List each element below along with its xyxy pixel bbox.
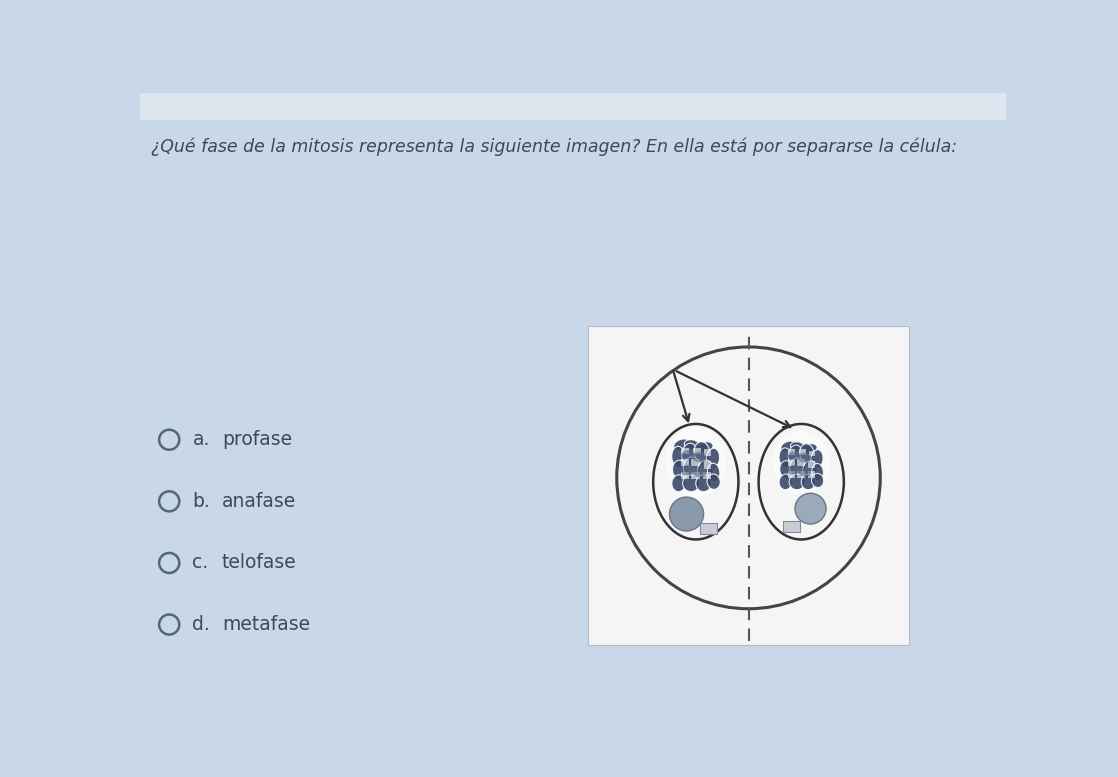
Ellipse shape [683, 475, 700, 492]
Text: metafase: metafase [221, 615, 310, 634]
Ellipse shape [682, 443, 698, 466]
Ellipse shape [798, 467, 812, 477]
Ellipse shape [811, 450, 823, 469]
Ellipse shape [773, 431, 830, 495]
Bar [681, 472, 689, 479]
Ellipse shape [695, 475, 711, 492]
Ellipse shape [790, 442, 805, 451]
Ellipse shape [803, 461, 817, 479]
Text: telofase: telofase [221, 553, 296, 573]
Bar [808, 462, 815, 469]
Text: b.: b. [192, 492, 210, 510]
Bar [681, 448, 689, 454]
Bar [691, 458, 701, 466]
Bar [797, 472, 805, 479]
Bar [807, 472, 815, 479]
Ellipse shape [788, 465, 800, 475]
Ellipse shape [674, 439, 690, 451]
Ellipse shape [673, 460, 689, 480]
Ellipse shape [798, 453, 812, 463]
Ellipse shape [780, 441, 796, 452]
Ellipse shape [799, 444, 814, 463]
Text: a.: a. [192, 430, 210, 449]
Ellipse shape [672, 446, 685, 468]
Ellipse shape [707, 448, 720, 469]
Circle shape [670, 497, 703, 531]
Bar [799, 449, 806, 455]
Bar [691, 472, 701, 479]
Ellipse shape [693, 451, 707, 462]
Ellipse shape [665, 428, 727, 497]
Ellipse shape [672, 475, 685, 492]
Text: c.: c. [192, 553, 209, 573]
Ellipse shape [698, 460, 713, 480]
Ellipse shape [803, 444, 817, 454]
Ellipse shape [684, 440, 700, 450]
Ellipse shape [788, 445, 803, 466]
Bar [788, 472, 795, 479]
Ellipse shape [708, 463, 720, 482]
Ellipse shape [681, 465, 695, 476]
Ellipse shape [789, 458, 805, 478]
Bar [140, 93, 1006, 120]
Ellipse shape [693, 467, 707, 478]
Bar [788, 449, 795, 455]
Ellipse shape [683, 457, 701, 479]
Ellipse shape [707, 474, 720, 490]
Bar [788, 459, 795, 466]
Ellipse shape [789, 474, 805, 490]
Bar [808, 451, 815, 456]
Bar [783, 521, 799, 531]
Circle shape [795, 493, 826, 524]
Ellipse shape [698, 442, 713, 452]
Bar [703, 461, 711, 469]
Text: profase: profase [221, 430, 292, 449]
Ellipse shape [779, 461, 794, 479]
Ellipse shape [779, 474, 792, 490]
Bar [588, 326, 909, 646]
Text: anafase: anafase [221, 492, 296, 510]
Bar [703, 472, 711, 479]
Bar [693, 448, 701, 454]
Ellipse shape [788, 451, 800, 460]
Ellipse shape [779, 448, 792, 468]
Ellipse shape [802, 474, 815, 490]
Bar [704, 449, 711, 455]
Bar [797, 459, 805, 466]
Bar [700, 523, 717, 534]
Ellipse shape [681, 450, 695, 459]
Ellipse shape [694, 441, 710, 463]
Ellipse shape [812, 473, 824, 487]
Ellipse shape [812, 464, 823, 480]
Text: ¿Qué fase de la mitosis representa la siguiente imagen? En ella está por separar: ¿Qué fase de la mitosis representa la si… [151, 137, 957, 155]
Bar [681, 458, 689, 466]
Text: d.: d. [192, 615, 210, 634]
